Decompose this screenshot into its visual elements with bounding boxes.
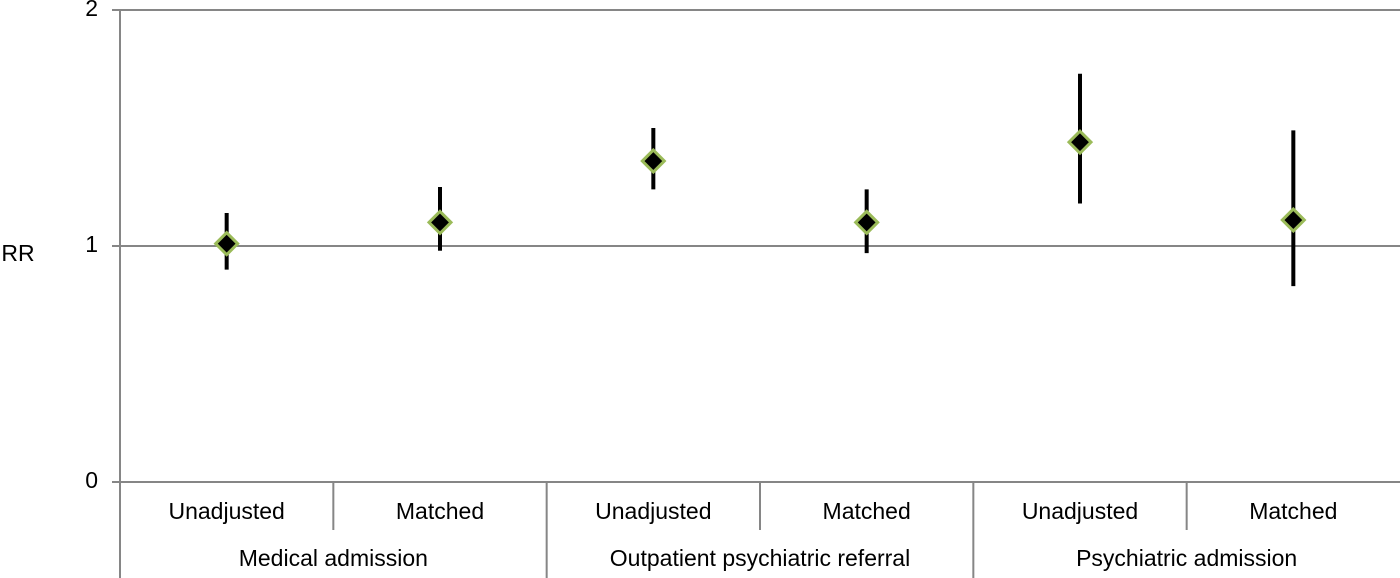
point-marker: [1280, 206, 1307, 234]
y-axis-label: RR: [1, 240, 34, 266]
y-tick-label: 2: [85, 0, 98, 21]
point-marker: [853, 209, 880, 236]
x-tick-label: Unadjusted: [595, 498, 711, 524]
group-label: Medical admission: [239, 545, 428, 571]
x-tick-label: Unadjusted: [1022, 498, 1138, 524]
point-marker: [640, 147, 667, 175]
y-tick-label: 1: [85, 231, 98, 257]
point-marker: [426, 209, 454, 236]
x-tick-label: Matched: [823, 498, 911, 524]
x-tick-label: Matched: [396, 498, 484, 524]
group-label: Psychiatric admission: [1076, 545, 1297, 571]
group-label: Outpatient psychiatric referral: [610, 545, 910, 571]
y-tick-label: 0: [85, 467, 98, 493]
x-tick-label: Unadjusted: [168, 498, 284, 524]
x-tick-label: Matched: [1249, 498, 1337, 524]
point-marker: [213, 230, 240, 257]
point-marker: [1066, 129, 1094, 156]
